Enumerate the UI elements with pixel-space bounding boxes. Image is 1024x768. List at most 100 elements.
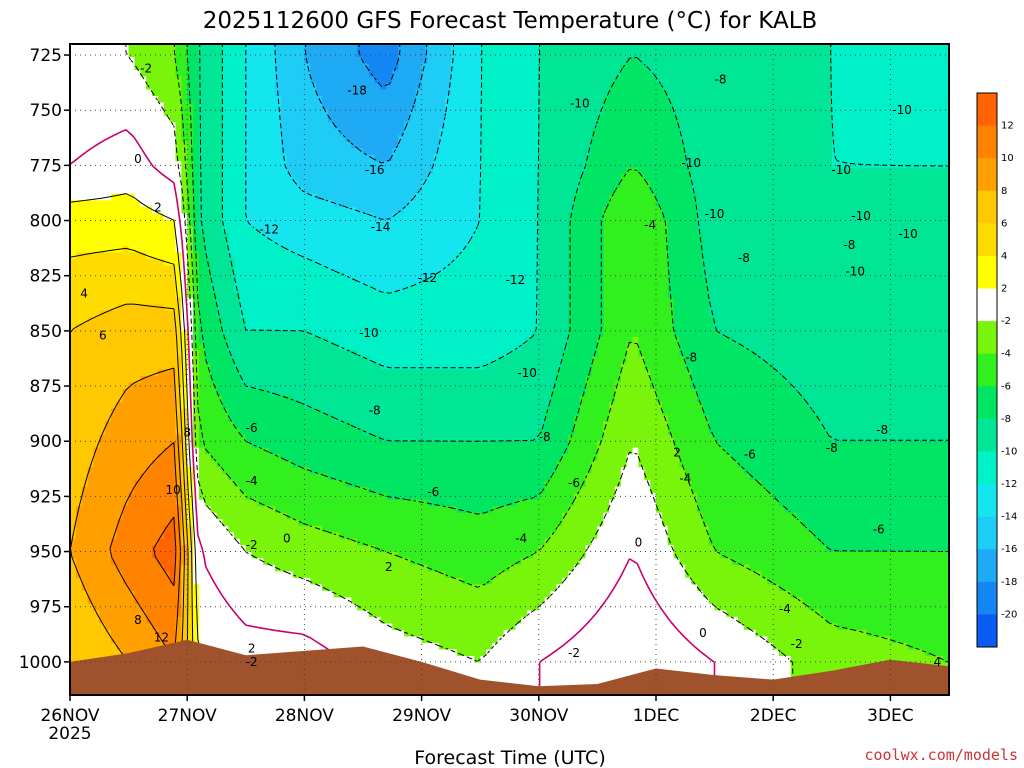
field-cell <box>140 369 147 377</box>
field-cell <box>146 506 153 514</box>
field-cell <box>228 447 235 455</box>
field-cell <box>339 493 347 501</box>
field-cell <box>169 89 177 97</box>
field-cell <box>251 616 259 624</box>
field-cell <box>70 428 77 436</box>
field-cell <box>327 83 335 91</box>
field-cell <box>163 96 171 104</box>
field-cell <box>134 297 141 305</box>
field-cell <box>181 310 188 319</box>
field-cell <box>128 232 136 240</box>
field-cell <box>316 603 323 611</box>
field-cell <box>75 122 83 130</box>
field-cell <box>245 571 253 579</box>
field-cell <box>152 213 159 221</box>
field-cell <box>257 70 264 78</box>
field-cell <box>128 590 136 598</box>
field-cell <box>122 441 130 449</box>
field-cell <box>228 408 235 416</box>
field-cell <box>310 415 317 423</box>
field-cell <box>245 460 253 468</box>
field-cell <box>339 76 347 84</box>
field-cell <box>286 304 294 312</box>
field-cell <box>81 655 89 664</box>
field-cell <box>222 278 229 286</box>
field-cell <box>187 252 194 260</box>
field-cell <box>280 193 288 201</box>
field-cell <box>234 70 241 78</box>
field-cell <box>70 649 77 657</box>
field-cell <box>357 226 364 234</box>
field-cell <box>286 447 294 455</box>
field-cell <box>310 63 317 71</box>
field-cell <box>187 499 194 507</box>
field-cell <box>134 376 141 384</box>
field-cell <box>198 382 206 390</box>
field-cell <box>187 109 194 117</box>
field-cell <box>152 506 159 514</box>
field-cell <box>310 356 317 364</box>
field-cell <box>157 317 165 325</box>
field-cell <box>251 310 259 319</box>
field-cell <box>193 545 200 553</box>
field-cell <box>269 245 276 253</box>
field-cell <box>70 310 77 319</box>
field-cell <box>245 590 253 598</box>
field-cell <box>146 232 153 240</box>
field-cell <box>234 519 241 527</box>
field-cell <box>116 232 124 240</box>
field-cell <box>152 408 159 416</box>
field-cell <box>345 642 352 651</box>
field-cell <box>116 369 124 377</box>
field-cell <box>263 63 270 71</box>
field-cell <box>128 493 136 501</box>
field-cell <box>357 57 364 65</box>
field-cell <box>111 154 118 162</box>
field-cell <box>187 538 194 546</box>
field-cell <box>204 473 212 481</box>
field-cell <box>134 616 141 624</box>
field-cell <box>187 193 194 201</box>
field-cell <box>304 336 311 345</box>
field-cell <box>228 356 235 364</box>
field-cell <box>70 193 77 201</box>
field-cell <box>269 284 276 292</box>
field-cell <box>116 187 124 195</box>
field-cell <box>175 382 182 390</box>
field-cell <box>357 525 364 533</box>
field-cell <box>140 434 147 442</box>
field-cell <box>157 525 165 533</box>
field-cell <box>216 382 223 390</box>
field-cell <box>157 428 165 436</box>
field-cell <box>280 493 288 501</box>
field-cell <box>193 44 200 52</box>
field-cell <box>93 545 100 553</box>
field-cell <box>345 616 352 624</box>
field-cell <box>210 480 218 488</box>
field-cell <box>345 467 352 475</box>
field-cell <box>128 297 136 305</box>
field-cell <box>93 642 100 651</box>
field-cell <box>140 239 147 247</box>
field-cell <box>128 206 136 214</box>
field-cell <box>339 415 347 423</box>
field-cell <box>75 577 83 585</box>
field-cell <box>140 577 147 585</box>
field-cell <box>157 584 165 592</box>
field-cell <box>304 421 311 429</box>
field-cell <box>216 362 223 371</box>
field-cell <box>134 629 141 638</box>
field-cell <box>152 512 159 520</box>
field-cell <box>239 206 247 214</box>
field-cell <box>70 323 77 332</box>
field-cell <box>351 167 358 175</box>
field-cell <box>187 415 194 423</box>
field-cell <box>275 349 282 358</box>
field-cell <box>292 128 300 136</box>
field-cell <box>152 642 159 651</box>
field-cell <box>146 454 153 462</box>
field-cell <box>304 343 311 351</box>
field-cell <box>204 545 212 553</box>
field-cell <box>245 558 253 566</box>
field-cell <box>228 271 235 279</box>
